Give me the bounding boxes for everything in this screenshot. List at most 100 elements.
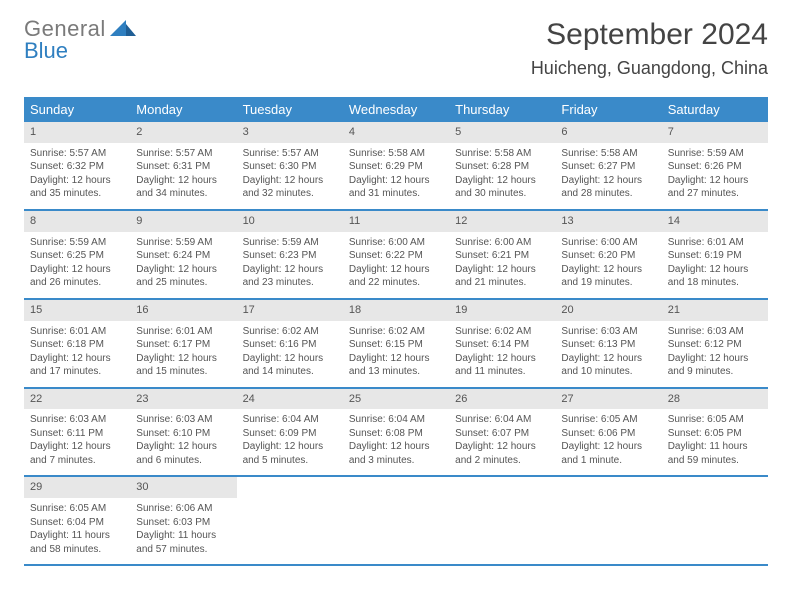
brand-mark-icon bbox=[110, 20, 136, 46]
day-number: 23 bbox=[130, 389, 236, 410]
sunset-text: Sunset: 6:27 PM bbox=[561, 160, 655, 174]
day-number: 8 bbox=[24, 211, 130, 232]
sunrise-text: Sunrise: 5:57 AM bbox=[136, 147, 230, 161]
sunset-text: Sunset: 6:16 PM bbox=[243, 338, 337, 352]
sunset-text: Sunset: 6:17 PM bbox=[136, 338, 230, 352]
sunset-text: Sunset: 6:08 PM bbox=[349, 427, 443, 441]
sunrise-text: Sunrise: 5:58 AM bbox=[561, 147, 655, 161]
sunrise-text: Sunrise: 6:03 AM bbox=[668, 325, 762, 339]
day-cell bbox=[662, 477, 768, 564]
daylight-text: Daylight: 12 hours bbox=[243, 263, 337, 277]
sunset-text: Sunset: 6:04 PM bbox=[30, 516, 124, 530]
day-number: 3 bbox=[237, 122, 343, 143]
month-title: September 2024 bbox=[531, 18, 768, 52]
daylight-text: Daylight: 12 hours bbox=[30, 263, 124, 277]
day-cell: 19Sunrise: 6:02 AMSunset: 6:14 PMDayligh… bbox=[449, 300, 555, 387]
day-number: 25 bbox=[343, 389, 449, 410]
sunset-text: Sunset: 6:32 PM bbox=[30, 160, 124, 174]
brand-logo: General Blue bbox=[24, 18, 136, 62]
sunrise-text: Sunrise: 5:59 AM bbox=[668, 147, 762, 161]
daylight-text: Daylight: 12 hours bbox=[30, 440, 124, 454]
weekday-header: Tuesday bbox=[237, 97, 343, 122]
daylight-text: Daylight: 12 hours bbox=[668, 263, 762, 277]
location-subtitle: Huicheng, Guangdong, China bbox=[531, 58, 768, 79]
sunrise-text: Sunrise: 5:57 AM bbox=[30, 147, 124, 161]
sunset-text: Sunset: 6:22 PM bbox=[349, 249, 443, 263]
daylight-text: Daylight: 12 hours bbox=[243, 174, 337, 188]
daylight-text: and 27 minutes. bbox=[668, 187, 762, 201]
sunrise-text: Sunrise: 6:03 AM bbox=[561, 325, 655, 339]
brand-text: General Blue bbox=[24, 18, 106, 62]
daylight-text: Daylight: 12 hours bbox=[561, 440, 655, 454]
sunrise-text: Sunrise: 5:59 AM bbox=[136, 236, 230, 250]
sunrise-text: Sunrise: 6:01 AM bbox=[136, 325, 230, 339]
week-row: 22Sunrise: 6:03 AMSunset: 6:11 PMDayligh… bbox=[24, 389, 768, 478]
day-number: 16 bbox=[130, 300, 236, 321]
daylight-text: and 19 minutes. bbox=[561, 276, 655, 290]
daylight-text: and 18 minutes. bbox=[668, 276, 762, 290]
daylight-text: and 9 minutes. bbox=[668, 365, 762, 379]
sunrise-text: Sunrise: 6:02 AM bbox=[243, 325, 337, 339]
day-cell: 15Sunrise: 6:01 AMSunset: 6:18 PMDayligh… bbox=[24, 300, 130, 387]
day-cell: 16 Sunrise: 6:01 AMSunset: 6:17 PMDayligh… bbox=[130, 300, 236, 387]
day-cell bbox=[555, 477, 661, 564]
day-cell: 29Sunrise: 6:05 AMSunset: 6:04 PMDayligh… bbox=[24, 477, 130, 564]
day-cell: 22Sunrise: 6:03 AMSunset: 6:11 PMDayligh… bbox=[24, 389, 130, 476]
week-row: 8Sunrise: 5:59 AMSunset: 6:25 PMDaylight… bbox=[24, 211, 768, 300]
sunset-text: Sunset: 6:26 PM bbox=[668, 160, 762, 174]
day-number: 24 bbox=[237, 389, 343, 410]
calendar-page: General Blue September 2024 Huicheng, Gu… bbox=[0, 0, 792, 566]
day-cell: 14Sunrise: 6:01 AMSunset: 6:19 PMDayligh… bbox=[662, 211, 768, 298]
daylight-text: Daylight: 12 hours bbox=[455, 263, 549, 277]
daylight-text: and 10 minutes. bbox=[561, 365, 655, 379]
day-number: 21 bbox=[662, 300, 768, 321]
sunrise-text: Sunrise: 6:03 AM bbox=[136, 413, 230, 427]
sunset-text: Sunset: 6:12 PM bbox=[668, 338, 762, 352]
daylight-text: Daylight: 12 hours bbox=[136, 174, 230, 188]
sunrise-text: Sunrise: 6:02 AM bbox=[349, 325, 443, 339]
sunrise-text: Sunrise: 6:04 AM bbox=[455, 413, 549, 427]
sunset-text: Sunset: 6:15 PM bbox=[349, 338, 443, 352]
daylight-text: and 30 minutes. bbox=[455, 187, 549, 201]
daylight-text: Daylight: 12 hours bbox=[243, 440, 337, 454]
sunrise-text: Sunrise: 5:58 AM bbox=[455, 147, 549, 161]
sunset-text: Sunset: 6:30 PM bbox=[243, 160, 337, 174]
day-cell bbox=[449, 477, 555, 564]
daylight-text: Daylight: 12 hours bbox=[668, 174, 762, 188]
day-number: 6 bbox=[555, 122, 661, 143]
weekday-header: Friday bbox=[555, 97, 661, 122]
day-cell: 9Sunrise: 5:59 AMSunset: 6:24 PMDaylight… bbox=[130, 211, 236, 298]
weekday-header: Thursday bbox=[449, 97, 555, 122]
sunset-text: Sunset: 6:13 PM bbox=[561, 338, 655, 352]
daylight-text: Daylight: 12 hours bbox=[349, 174, 443, 188]
sunrise-text: Sunrise: 5:59 AM bbox=[30, 236, 124, 250]
day-cell: 1Sunrise: 5:57 AMSunset: 6:32 PMDaylight… bbox=[24, 122, 130, 209]
day-number: 22 bbox=[24, 389, 130, 410]
day-cell: 6Sunrise: 5:58 AMSunset: 6:27 PMDaylight… bbox=[555, 122, 661, 209]
daylight-text: and 13 minutes. bbox=[349, 365, 443, 379]
day-number: 17 bbox=[237, 300, 343, 321]
sunrise-text: Sunrise: 6:06 AM bbox=[136, 502, 230, 516]
day-cell: 3Sunrise: 5:57 AMSunset: 6:30 PMDaylight… bbox=[237, 122, 343, 209]
sunset-text: Sunset: 6:31 PM bbox=[136, 160, 230, 174]
day-cell: 28Sunrise: 6:05 AMSunset: 6:05 PMDayligh… bbox=[662, 389, 768, 476]
daylight-text: and 31 minutes. bbox=[349, 187, 443, 201]
daylight-text: and 3 minutes. bbox=[349, 454, 443, 468]
daylight-text: Daylight: 12 hours bbox=[455, 440, 549, 454]
sunset-text: Sunset: 6:05 PM bbox=[668, 427, 762, 441]
daylight-text: and 6 minutes. bbox=[136, 454, 230, 468]
sunrise-text: Sunrise: 6:00 AM bbox=[561, 236, 655, 250]
sunset-text: Sunset: 6:06 PM bbox=[561, 427, 655, 441]
day-cell: 30Sunrise: 6:06 AMSunset: 6:03 PMDayligh… bbox=[130, 477, 236, 564]
daylight-text: Daylight: 12 hours bbox=[136, 440, 230, 454]
title-block: September 2024 Huicheng, Guangdong, Chin… bbox=[531, 18, 768, 79]
daylight-text: and 35 minutes. bbox=[30, 187, 124, 201]
day-number: 20 bbox=[555, 300, 661, 321]
day-cell: 5Sunrise: 5:58 AMSunset: 6:28 PMDaylight… bbox=[449, 122, 555, 209]
daylight-text: and 58 minutes. bbox=[30, 543, 124, 557]
sunset-text: Sunset: 6:10 PM bbox=[136, 427, 230, 441]
daylight-text: Daylight: 12 hours bbox=[136, 352, 230, 366]
weeks-container: 1Sunrise: 5:57 AMSunset: 6:32 PMDaylight… bbox=[24, 122, 768, 566]
day-cell: 13Sunrise: 6:00 AMSunset: 6:20 PMDayligh… bbox=[555, 211, 661, 298]
daylight-text: and 23 minutes. bbox=[243, 276, 337, 290]
